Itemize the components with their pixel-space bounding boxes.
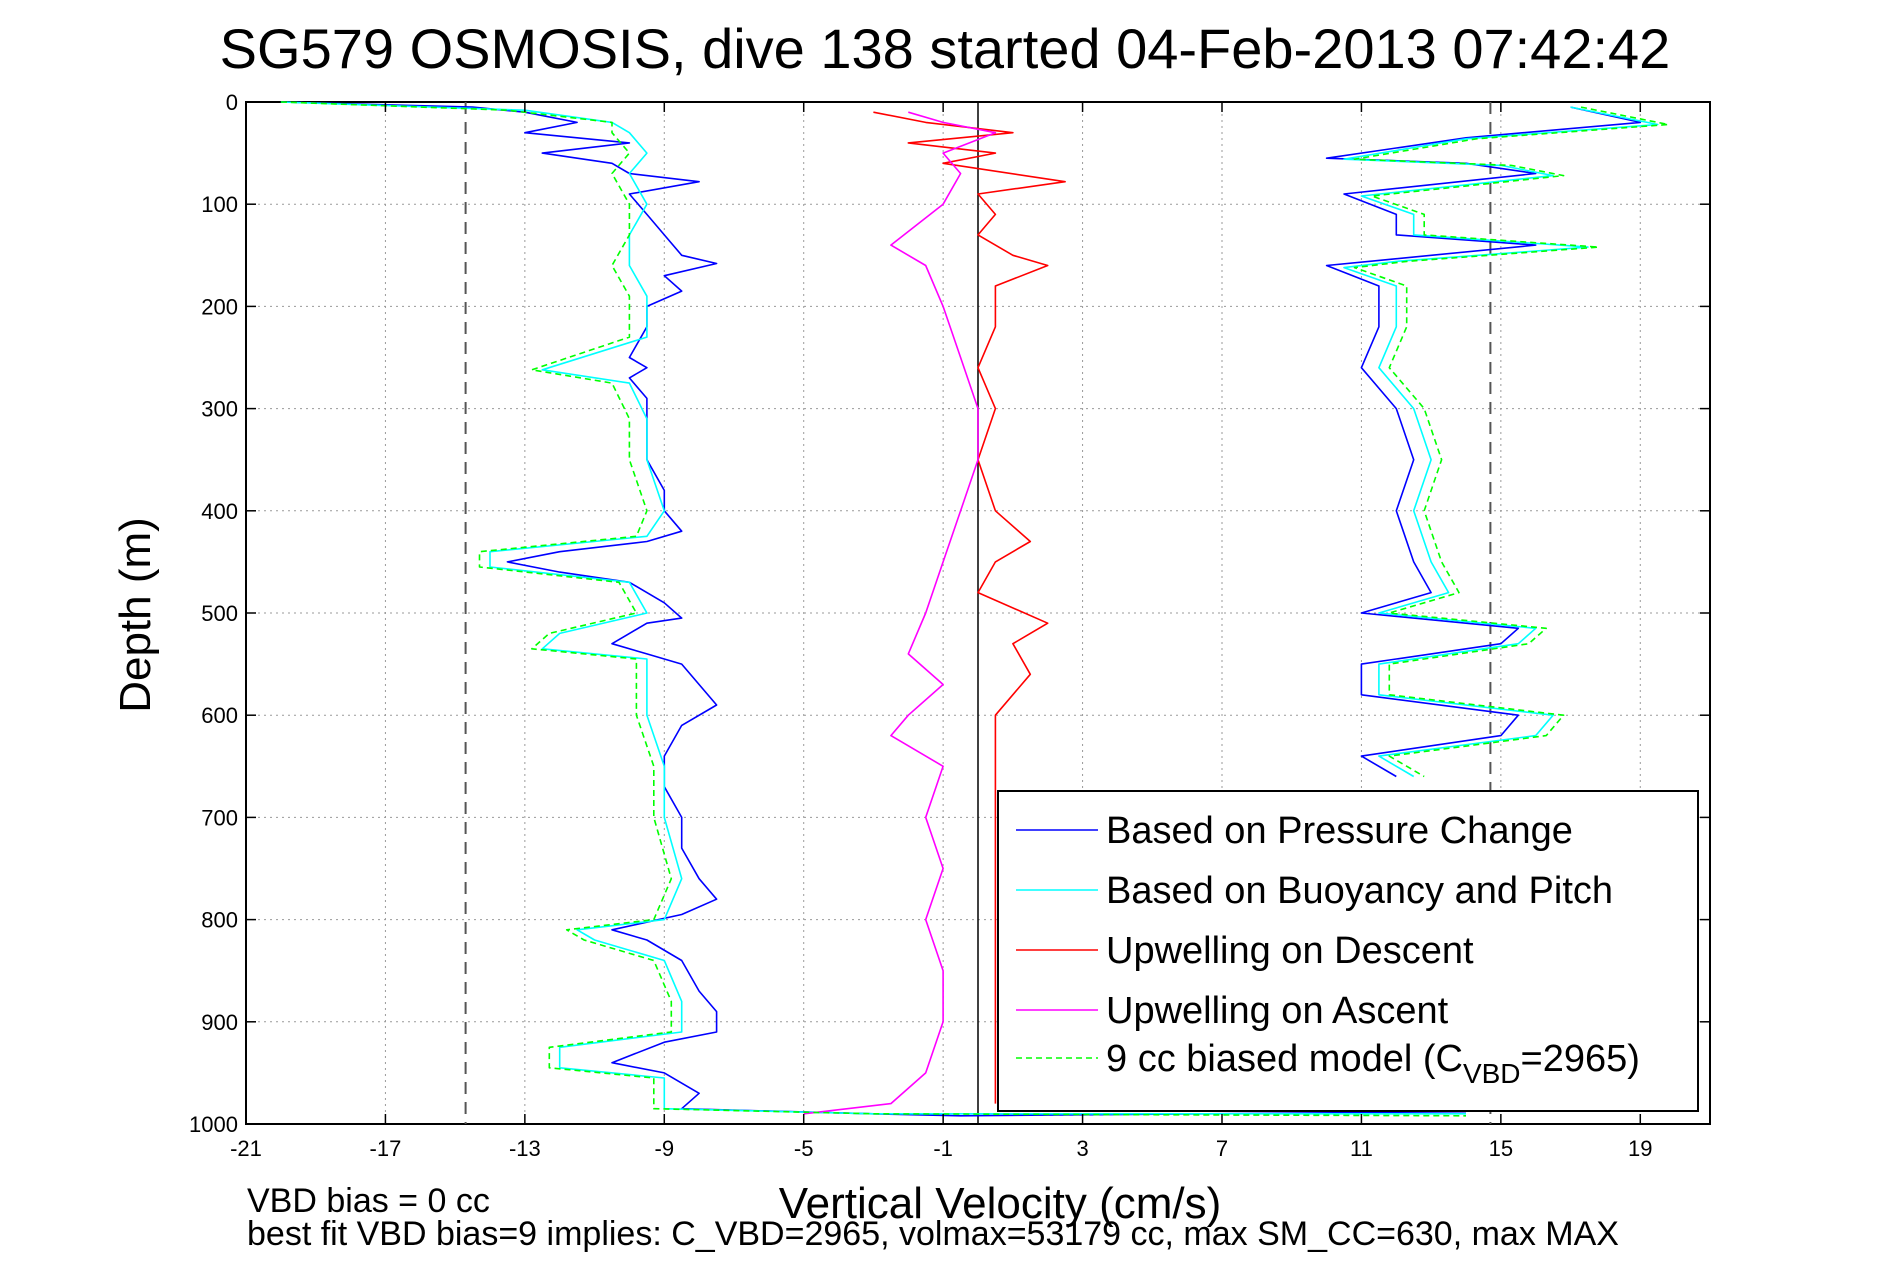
x-tick-label: 7	[1216, 1136, 1228, 1161]
y-tick-label: 0	[226, 90, 238, 115]
legend-label-subscript: VBD	[1463, 1058, 1521, 1089]
x-axis-label: Vertical Velocity (cm/s)	[779, 1179, 1222, 1228]
right-profile-line-3	[1353, 106, 1669, 778]
y-tick-label: 900	[201, 1010, 238, 1035]
y-ticks: 0 100 200 300 400 500 600 700 800 900 1000	[189, 90, 1710, 1137]
x-tick-label: -5	[794, 1136, 814, 1161]
x-tick-label: 19	[1628, 1136, 1652, 1161]
legend-label: 9 cc biased model (CVBD=2965)	[1106, 1038, 1640, 1089]
y-tick-label: 400	[201, 499, 238, 524]
series-line-2	[280, 101, 1466, 1115]
x-tick-label: -13	[509, 1136, 541, 1161]
x-tick-label: 3	[1076, 1136, 1088, 1161]
series-line-5	[280, 101, 1467, 1117]
legend-label-text: Based on Buoyancy and Pitch	[1106, 870, 1613, 912]
legend-label: Based on Pressure Change	[1106, 810, 1573, 852]
y-tick-label: 500	[201, 601, 238, 626]
y-axis-label: Depth (m)	[111, 517, 160, 713]
y-tick-label: 200	[201, 294, 238, 319]
series-line-1	[280, 101, 1467, 1117]
x-tick-label: -1	[933, 1136, 953, 1161]
legend-label-text: Based on Pressure Change	[1106, 810, 1573, 852]
legend-label-text: 9 cc biased model (C	[1106, 1038, 1463, 1080]
y-tick-label: 300	[201, 397, 238, 422]
y-tick-label: 700	[201, 805, 238, 830]
x-tick-label: -17	[370, 1136, 402, 1161]
series-line-4	[803, 111, 997, 1115]
y-tick-label: 1000	[189, 1112, 238, 1137]
x-ticks: -21 -17 -13 -9 -5 -1 3 7 11 15 19	[230, 102, 1653, 1161]
legend-box	[997, 790, 1699, 1112]
y-tick-label: 100	[201, 192, 238, 217]
footer-line-2: best fit VBD bias=9 implies: C_VBD=2965,…	[247, 1215, 1619, 1253]
chart-title: SG579 OSMOSIS, dive 138 started 04-Feb-2…	[220, 17, 1671, 80]
x-tick-label: -21	[230, 1136, 262, 1161]
legend-label: Upwelling on Descent	[1106, 930, 1474, 972]
x-tick-label: 11	[1350, 1136, 1373, 1161]
legend: Based on Pressure Change Based on Buoyanc…	[997, 790, 1699, 1112]
right-profile-line-1	[1325, 106, 1642, 778]
x-tick-label: 15	[1489, 1136, 1513, 1161]
series-layer	[280, 101, 1669, 1117]
right-profile-line-2	[1343, 106, 1659, 778]
legend-label-text: Upwelling on Ascent	[1106, 990, 1449, 1032]
legend-label-suffix: =2965)	[1521, 1038, 1640, 1080]
legend-label-text: Upwelling on Descent	[1106, 930, 1474, 972]
y-tick-label: 800	[201, 908, 238, 933]
x-tick-label: -9	[655, 1136, 675, 1161]
legend-label: Based on Buoyancy and Pitch	[1106, 870, 1613, 912]
footer-line-1: VBD bias = 0 cc	[247, 1182, 490, 1220]
legend-label: Upwelling on Ascent	[1106, 990, 1449, 1032]
y-tick-label: 600	[201, 703, 238, 728]
